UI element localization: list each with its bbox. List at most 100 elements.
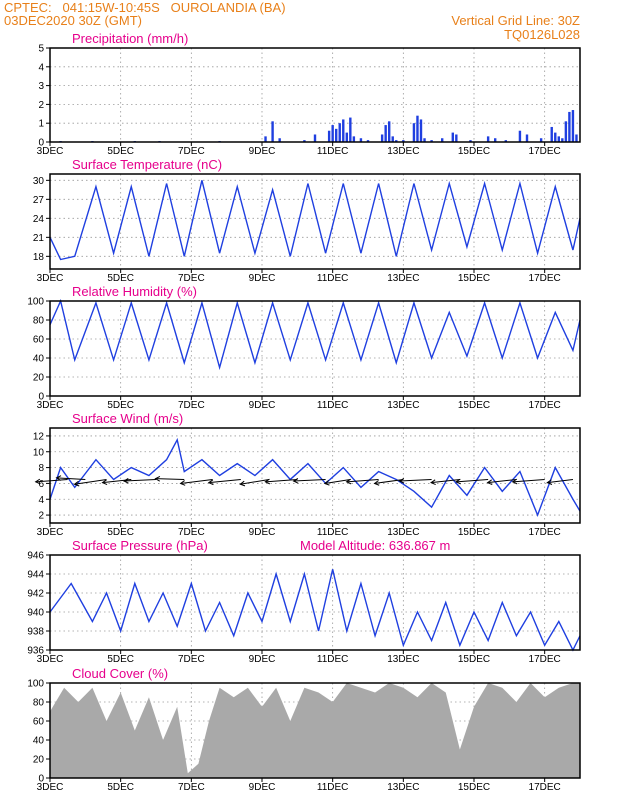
wind-vector-shaft [374, 478, 404, 484]
header-date: 03DEC2020 30Z (GMT) [4, 13, 142, 28]
x-tick-label: 17DEC [529, 273, 561, 284]
wind-vector [122, 478, 157, 484]
wind-vector-shaft [56, 477, 86, 480]
y-tick-label: 0 [38, 774, 44, 785]
y-tick-label: 21 [33, 233, 45, 244]
wind-vector-shaft [324, 478, 351, 484]
x-tick-label: 11DEC [317, 527, 349, 538]
wind-vector-head [455, 478, 461, 485]
precip-bar [338, 123, 341, 142]
precip-bar [384, 125, 387, 142]
x-tick-label: 15DEC [458, 400, 490, 411]
precip-bar [525, 134, 529, 142]
y-tick-label: 60 [33, 335, 45, 346]
rh-line [49, 298, 581, 371]
wind-vector [179, 478, 213, 486]
x-tick-label: 17DEC [529, 527, 561, 538]
wind-vector-head [430, 479, 436, 486]
x-tick-label: 7DEC [178, 146, 205, 157]
wind-vector [292, 478, 326, 484]
y-tick-label: 3 [38, 81, 44, 92]
panel-cloud: 0 20 40 60 80 100 3DEC 5DEC 7DEC 9DEC 11DEC 13DEC 15… [27, 666, 581, 793]
y-tick-label: 2 [38, 511, 44, 522]
wind-vector [73, 478, 107, 487]
y-tick-label: 4 [38, 62, 44, 73]
x-tick-label: 5DEC [107, 146, 134, 157]
wind-vector [323, 478, 351, 486]
y-tick-label: 2 [38, 100, 44, 111]
wind-vector-shaft [487, 478, 517, 484]
panel-pres: 936 938 940 942 944 946 3DEC 5DEC 7DEC 9DEC 11DEC 1… [27, 538, 581, 665]
panel-temp: 18 21 24 27 30 3DEC 5DEC 7DEC 9DEC 11DEC 13DEC 15DE… [33, 157, 581, 284]
wind-vector-head [239, 480, 246, 487]
precip-bar [271, 121, 274, 142]
precip-bar [412, 123, 416, 142]
wind-vector [55, 475, 86, 481]
wind-vector-head [207, 479, 214, 486]
y-tick-label: 24 [33, 214, 45, 225]
x-tick-label: 13DEC [387, 782, 419, 793]
wind-vector [207, 478, 241, 486]
x-tick-label: 3DEC [37, 400, 64, 411]
x-tick-label: 13DEC [387, 146, 419, 157]
precip-bar [352, 136, 356, 142]
wind-vector [264, 478, 298, 485]
wind-vector [546, 478, 573, 485]
x-tick-label: 13DEC [387, 527, 419, 538]
precip-bar [335, 128, 338, 142]
y-tick-label: 940 [27, 608, 44, 619]
x-tick-label: 3DEC [37, 146, 64, 157]
x-tick-label: 13DEC [387, 654, 419, 665]
panel-title: Surface Pressure (hPa) [72, 538, 208, 553]
x-tick-label: 3DEC [37, 654, 64, 665]
x-tick-label: 15DEC [458, 654, 490, 665]
wind-vector-head [292, 478, 299, 484]
precip-bar [451, 132, 454, 142]
x-tick-label: 7DEC [178, 654, 205, 665]
panel-title: Relative Humidity (%) [72, 284, 197, 299]
x-tick-label: 17DEC [529, 400, 561, 411]
x-tick-label: 5DEC [107, 400, 134, 411]
precip-bar [557, 136, 560, 142]
precip-bar [430, 140, 433, 142]
x-tick-label: 7DEC [178, 273, 205, 284]
wind-vector-shaft [547, 478, 573, 484]
wind-vector-head [101, 479, 108, 486]
panel-frame [49, 173, 581, 270]
panel-precip: 0 1 2 3 4 5 3DEC 5DEC 7DEC 9DEC 11DEC 13DEC 15DEC 17D… [37, 31, 581, 157]
y-tick-label: 942 [27, 589, 44, 600]
y-tick-label: 100 [27, 297, 44, 308]
header-grid-line: Vertical Grid Line: 30Z [451, 13, 580, 28]
x-tick-label: 15DEC [458, 527, 490, 538]
header-station: CPTEC: 041:15W-10:45S OUROLANDIA (BA) [4, 0, 286, 15]
wind-vector-shaft [35, 478, 68, 483]
wind-vector-shaft [431, 478, 460, 484]
y-tick-label: 80 [33, 316, 45, 327]
y-tick-label: 944 [27, 570, 44, 581]
wind-vector [486, 478, 517, 486]
y-tick-label: 60 [33, 717, 45, 728]
x-tick-label: 17DEC [529, 146, 561, 157]
precip-bar [402, 140, 405, 142]
wind-vector-head [345, 478, 352, 485]
panel-title: Cloud Cover (%) [72, 666, 168, 681]
panel-frame [49, 427, 581, 524]
wind-vector-shaft [180, 478, 213, 484]
wind-vector-head [546, 479, 553, 485]
precip-bar [388, 121, 391, 142]
y-tick-label: 30 [33, 176, 45, 187]
precip-bar [575, 134, 578, 142]
precip-bar [469, 140, 472, 142]
panel-frame [49, 300, 581, 397]
x-tick-label: 15DEC [458, 146, 490, 157]
wind-vector-shaft [74, 478, 107, 485]
wind-vector [455, 478, 489, 485]
y-tick-label: 20 [33, 755, 45, 766]
y-tick-label: 946 [27, 551, 44, 562]
y-tick-label: 5 [38, 44, 44, 55]
y-tick-label: 8 [38, 463, 44, 474]
x-tick-label: 9DEC [249, 273, 276, 284]
precip-bar [441, 138, 444, 142]
precip-bar [571, 110, 575, 142]
